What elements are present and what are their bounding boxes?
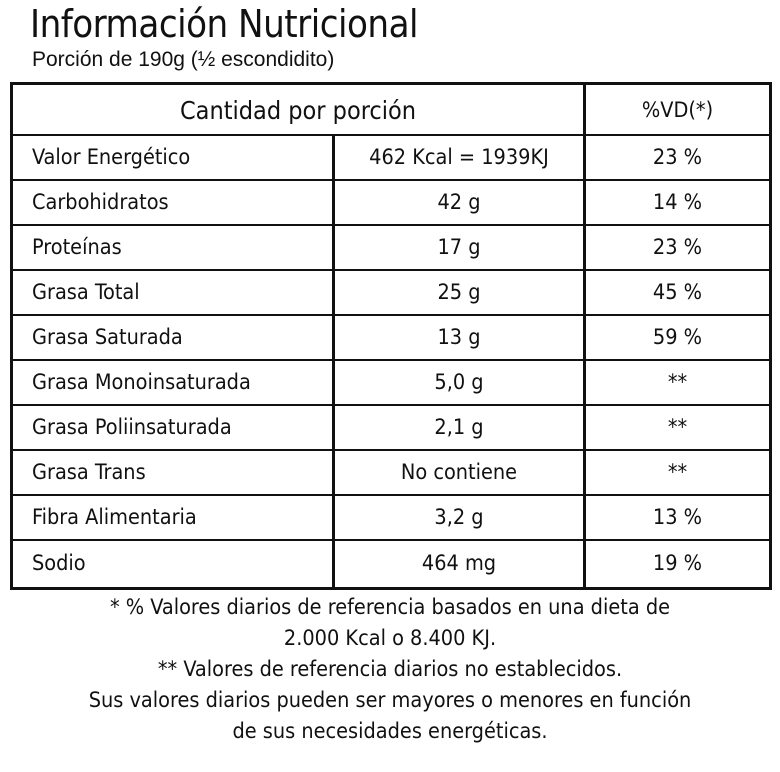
footnote-line: de sus necesidades energéticas.	[232, 719, 548, 744]
column-divider-amount	[332, 135, 335, 587]
nutrition-table: Cantidad por porción %VD(*) Valor Energé…	[10, 82, 772, 590]
footnote-line: Sus valores diarios pueden ser mayores o…	[88, 688, 692, 713]
nutrient-name: Grasa Monoinsaturada	[32, 370, 251, 395]
table-row: Sodio 464 mg 19 %	[13, 540, 769, 587]
nutrient-amount: 25 g	[437, 280, 481, 305]
nutrient-amount: 464 mg	[421, 551, 497, 576]
nutrient-vd: **	[667, 415, 688, 440]
table-row: Carbohidratos 42 g 14 %	[13, 180, 769, 225]
nutrient-amount: 17 g	[437, 235, 481, 260]
nutrient-vd: **	[667, 370, 688, 395]
nutrient-name: Grasa Poliinsaturada	[32, 415, 232, 440]
footnote-line: * % Valores diarios de referencia basado…	[109, 595, 671, 620]
table-row: Grasa Trans No contiene **	[13, 450, 769, 495]
row-divider	[13, 404, 769, 406]
column-divider-vd	[583, 85, 586, 587]
nutrient-amount: 13 g	[437, 325, 481, 350]
row-divider	[13, 179, 769, 181]
row-divider	[13, 359, 769, 361]
table-row: Proteínas 17 g 23 %	[13, 225, 769, 270]
nutrient-name: Valor Energético	[32, 145, 191, 170]
row-divider	[13, 269, 769, 271]
footnote-line: ** Valores de referencia diarios no esta…	[157, 657, 623, 682]
header-amount: Cantidad por porción	[179, 95, 417, 125]
nutrient-amount: 462 Kcal = 1939KJ	[369, 145, 549, 170]
table-row: Grasa Poliinsaturada 2,1 g **	[13, 405, 769, 450]
table-header: Cantidad por porción %VD(*)	[13, 85, 769, 135]
nutrient-name: Grasa Trans	[32, 460, 146, 485]
nutrient-vd: 59 %	[652, 325, 703, 350]
nutrient-name: Carbohidratos	[32, 190, 169, 215]
nutrient-vd: 14 %	[652, 190, 703, 215]
nutrient-name: Grasa Total	[32, 280, 140, 305]
nutrient-vd: 23 %	[652, 145, 703, 170]
table-row: Valor Energético 462 Kcal = 1939KJ 23 %	[13, 135, 769, 180]
row-divider	[13, 314, 769, 316]
nutrient-amount: No contiene	[400, 460, 518, 485]
row-divider	[13, 449, 769, 451]
nutrient-vd: **	[667, 460, 688, 485]
row-divider	[13, 494, 769, 496]
row-divider	[13, 224, 769, 226]
nutrient-vd: 23 %	[652, 235, 703, 260]
nutrient-name: Proteínas	[32, 235, 122, 260]
header-vd: %VD(*)	[641, 97, 714, 123]
nutrient-amount: 42 g	[437, 190, 481, 215]
nutrient-name: Sodio	[32, 551, 86, 576]
nutrient-amount: 5,0 g	[434, 370, 484, 395]
nutrient-amount: 2,1 g	[434, 415, 484, 440]
table-row: Grasa Saturada 13 g 59 %	[13, 315, 769, 360]
nutrient-vd: 45 %	[652, 280, 703, 305]
label-title: Información Nutricional	[30, 2, 419, 46]
serving-size: Porción de 190g (½ escondidito)	[32, 48, 335, 71]
table-row: Fibra Alimentaria 3,2 g 13 %	[13, 495, 769, 540]
table-row: Grasa Monoinsaturada 5,0 g **	[13, 360, 769, 405]
footnote-line: 2.000 Kcal o 8.400 KJ.	[283, 626, 497, 651]
nutrient-name: Fibra Alimentaria	[32, 505, 197, 530]
header-divider	[13, 134, 769, 136]
nutrient-vd: 19 %	[652, 551, 703, 576]
table-row: Grasa Total 25 g 45 %	[13, 270, 769, 315]
footnotes: * % Valores diarios de referencia basado…	[0, 592, 780, 747]
row-divider	[13, 539, 769, 541]
nutrient-name: Grasa Saturada	[32, 325, 183, 350]
nutrient-vd: 13 %	[652, 505, 703, 530]
nutrient-amount: 3,2 g	[434, 505, 484, 530]
